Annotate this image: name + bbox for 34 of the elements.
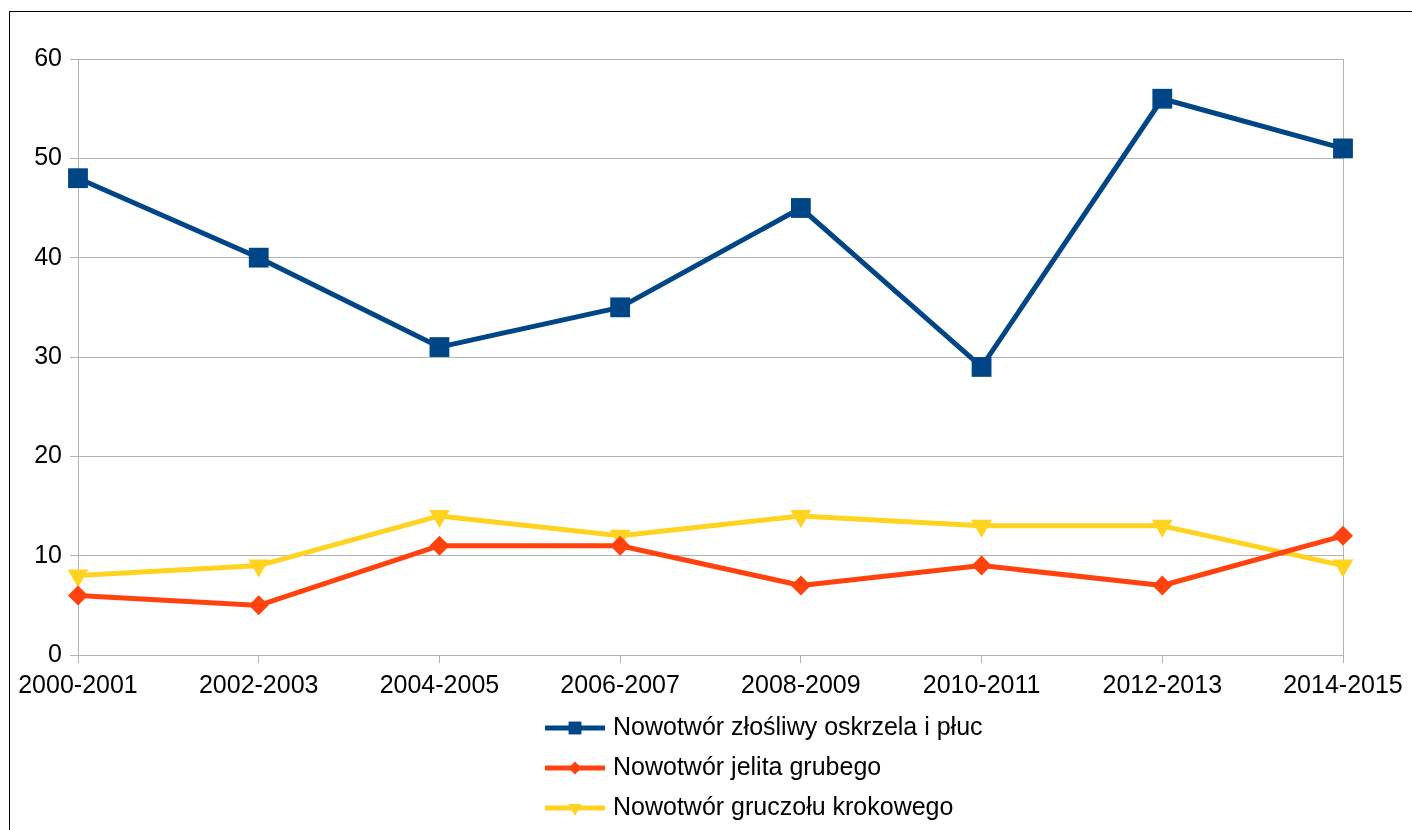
point <box>790 198 811 218</box>
point <box>610 297 631 318</box>
y-tick-label: 60 <box>34 42 62 71</box>
point <box>610 535 631 556</box>
point <box>429 535 450 556</box>
point <box>68 585 88 606</box>
y-tick-label: 10 <box>34 539 62 568</box>
x-tick-label: 2008-2009 <box>741 669 861 698</box>
point <box>1152 88 1173 109</box>
y-tick-label: 30 <box>34 340 62 369</box>
x-tick-label: 2006-2007 <box>560 669 680 698</box>
legend-label: Nowotwór gruczołu krokowego <box>613 791 954 820</box>
x-tick-label: 2012-2013 <box>1102 669 1223 698</box>
point <box>429 337 450 357</box>
point <box>971 555 992 576</box>
legend-label: Nowotwór jelita grubego <box>613 751 882 780</box>
point <box>248 247 269 268</box>
x-tick-label: 2004-2005 <box>379 669 500 698</box>
y-tick-label: 0 <box>48 638 62 667</box>
point <box>248 595 269 616</box>
point <box>68 168 88 189</box>
y-tick-label: 20 <box>34 440 62 469</box>
x-tick-label: 2002-2003 <box>198 669 319 698</box>
y-tick-label: 50 <box>34 142 62 171</box>
point <box>971 357 992 377</box>
point <box>1333 138 1353 159</box>
x-tick-label: 2014-2015 <box>1283 669 1403 698</box>
point <box>790 575 811 596</box>
y-tick-label: 40 <box>34 241 62 270</box>
point <box>1152 575 1173 596</box>
legend-label: Nowotwór złośliwy oskrzela i płuc <box>613 711 983 740</box>
point <box>1333 525 1353 546</box>
x-tick-label: 2000-2001 <box>18 669 138 698</box>
x-tick-label: 2010-2011 <box>922 669 1041 698</box>
